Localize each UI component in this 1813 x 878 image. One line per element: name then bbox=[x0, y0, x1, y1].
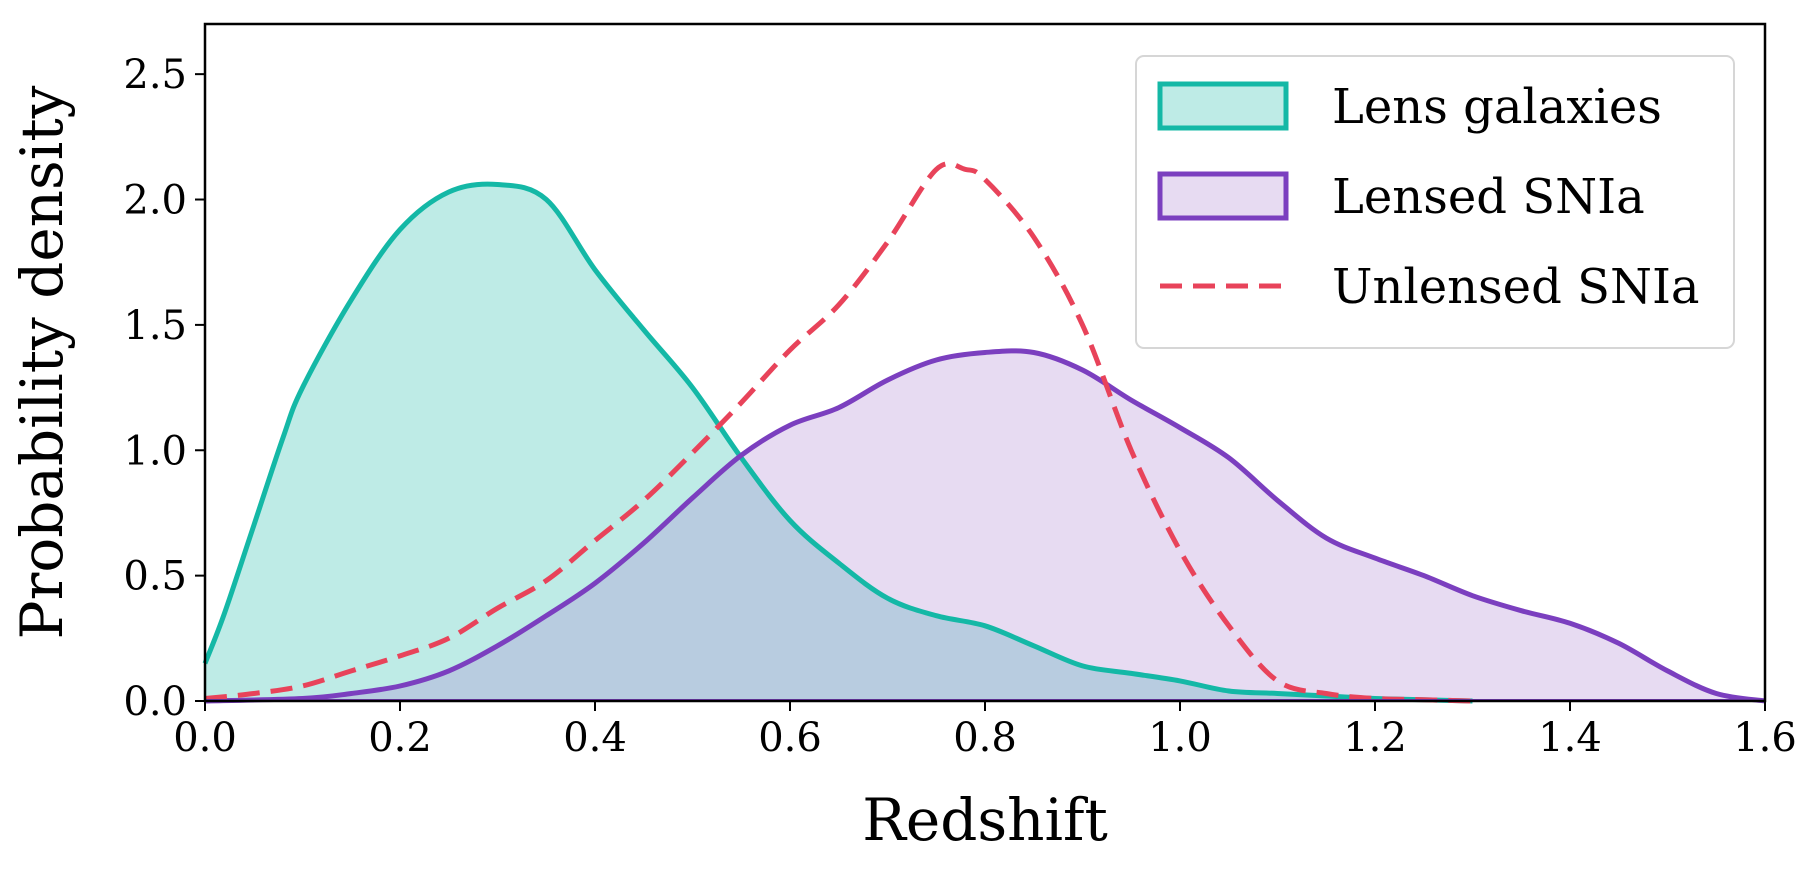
lens-galaxies-line bbox=[202, 181, 1473, 704]
y-tick-label: 0.5 bbox=[123, 554, 187, 600]
legend-swatch-lensed-snia bbox=[1157, 171, 1289, 221]
x-tick-label: 1.6 bbox=[1733, 715, 1797, 761]
y-tick-label: 0.0 bbox=[123, 679, 187, 725]
x-tick-label: 0.8 bbox=[953, 715, 1017, 761]
x-axis-label: Redshift bbox=[862, 786, 1108, 854]
y-axis-label: Probability density bbox=[8, 85, 76, 639]
y-tick-label: 1.5 bbox=[123, 303, 187, 349]
legend-swatch-lens-galaxies bbox=[1157, 81, 1289, 131]
x-tick-label: 0.0 bbox=[173, 715, 237, 761]
x-tick-label: 1.2 bbox=[1343, 715, 1407, 761]
lensed-snia-line bbox=[204, 348, 1766, 704]
y-tick-label: 2.0 bbox=[123, 178, 187, 224]
x-tick-label: 0.6 bbox=[758, 715, 822, 761]
x-tick-label: 1.0 bbox=[1148, 715, 1212, 761]
unlensed-snia-line bbox=[204, 161, 1473, 704]
x-tick-label: 1.4 bbox=[1538, 715, 1602, 761]
x-tick-label: 0.4 bbox=[563, 715, 627, 761]
legend-label-lensed-snia: Lensed SNIa bbox=[1332, 169, 1645, 225]
y-tick-label: 2.5 bbox=[123, 52, 187, 98]
x-tick-label: 0.2 bbox=[368, 715, 432, 761]
axis-ticks: 0.0 0.2 0.4 0.6 0.8 1.0 1.2 1.4 1.6 0.0 0.5 1.0 1.5 2… bbox=[123, 52, 1796, 761]
legend-label-unlensed-snia: Unlensed SNIa bbox=[1332, 259, 1700, 315]
legend-label-lens-galaxies: Lens galaxies bbox=[1332, 79, 1662, 135]
lens-galaxies-area bbox=[205, 184, 1473, 701]
series-fills bbox=[205, 184, 1765, 701]
lensed-snia-area bbox=[205, 350, 1765, 701]
plot-frame bbox=[203, 22, 1767, 703]
y-tick-label: 1.0 bbox=[123, 428, 187, 474]
legend: Lens galaxies Lensed SNIa Unlensed SNIa bbox=[1135, 55, 1735, 349]
